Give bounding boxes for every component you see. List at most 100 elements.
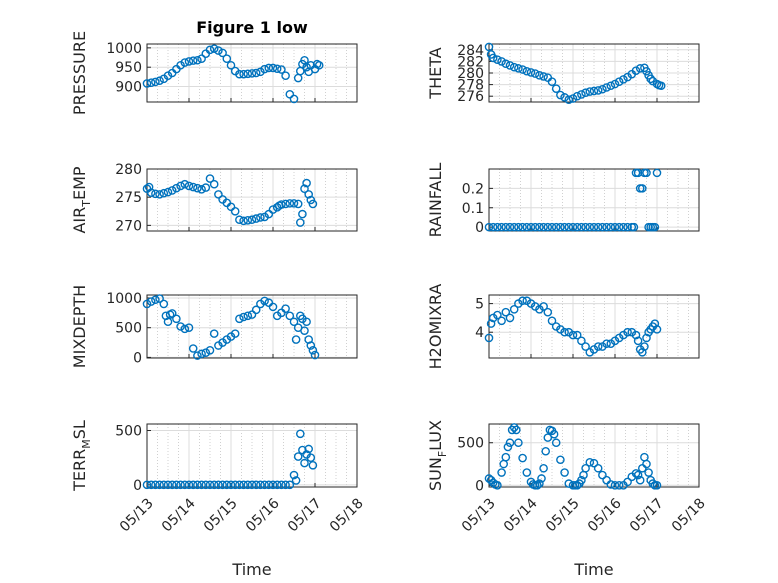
- data-point: [201, 480, 211, 490]
- data-point: [277, 200, 286, 209]
- data-point: [197, 349, 206, 359]
- data-point: [514, 438, 523, 448]
- data-point: [598, 84, 607, 94]
- data-point: [648, 479, 658, 488]
- data-point: [509, 62, 519, 72]
- data-point: [518, 222, 527, 232]
- data-point: [650, 319, 660, 328]
- data-point: [291, 335, 301, 344]
- data-point: [256, 480, 265, 490]
- data-point: [209, 179, 219, 189]
- data-point: [239, 312, 248, 322]
- y-tick-label: 1000: [106, 41, 142, 57]
- data-point: [251, 480, 261, 490]
- data-point: [285, 89, 295, 99]
- data-point: [484, 222, 494, 232]
- data-point: [606, 81, 616, 91]
- y-tick-label: 284: [457, 43, 484, 59]
- data-point: [581, 88, 590, 98]
- data-point: [629, 222, 639, 232]
- data-point: [272, 480, 282, 490]
- data-point: [539, 72, 548, 81]
- data-point: [239, 216, 248, 226]
- data-point: [272, 64, 282, 74]
- axes-frame: [488, 423, 700, 488]
- y-tick-label: 950: [115, 60, 142, 76]
- y-tick-label: 280: [115, 162, 142, 178]
- data-point: [209, 44, 219, 53]
- data-point: [614, 480, 624, 490]
- data-point: [180, 58, 190, 67]
- data-point: [146, 188, 156, 197]
- data-point: [308, 460, 318, 470]
- axes-frame: [146, 168, 358, 232]
- data-point: [314, 60, 324, 70]
- data-point: [163, 480, 173, 490]
- data-point: [142, 299, 152, 309]
- data-point: [509, 222, 519, 232]
- y-tick-label: 5: [475, 297, 484, 313]
- data-point: [167, 309, 177, 318]
- x-tick-label: 05/13: [117, 495, 157, 535]
- subplot-4: 0 0.1 0.2 RAINFALL: [426, 163, 700, 237]
- data-point: [602, 339, 611, 348]
- data-point: [304, 444, 314, 454]
- data-point: [505, 222, 515, 232]
- data-point: [551, 84, 561, 93]
- data-point: [589, 222, 599, 232]
- y-axis-label: TERRMSL: [70, 420, 93, 492]
- data-point: [201, 348, 211, 357]
- data-point: [551, 438, 561, 448]
- data-point: [293, 452, 303, 461]
- data-point: [159, 299, 169, 309]
- data-point: [497, 316, 506, 326]
- data-point: [176, 480, 185, 490]
- data-point: [501, 452, 511, 462]
- x-tick-label: 05/17: [627, 495, 667, 535]
- data-point: [533, 480, 542, 490]
- data-point: [277, 65, 286, 74]
- data-point: [142, 79, 152, 88]
- data-point: [522, 222, 532, 232]
- data-point: [598, 222, 607, 232]
- data-point: [652, 168, 662, 178]
- data-point: [535, 222, 544, 232]
- data-point: [243, 69, 253, 79]
- data-point: [589, 458, 599, 468]
- data-point: [188, 56, 198, 65]
- data-point: [193, 480, 202, 490]
- data-point: [268, 63, 278, 73]
- data-point: [214, 190, 223, 199]
- x-tick-label: 05/13: [459, 495, 499, 535]
- data-point: [281, 304, 290, 313]
- data-point: [638, 184, 647, 193]
- data-point: [619, 75, 628, 84]
- data-point: [214, 46, 223, 55]
- data-point: [539, 222, 548, 232]
- data-point: [526, 68, 536, 77]
- data-point: [642, 333, 651, 343]
- data-point: [289, 94, 299, 104]
- data-point: [230, 480, 240, 490]
- data-point: [151, 189, 160, 199]
- x-axis-label-right: Time: [573, 560, 613, 579]
- data-point: [155, 480, 164, 490]
- data-point: [298, 209, 307, 219]
- subplot-5: 0 500 1000 MIXDEPTH: [70, 285, 358, 368]
- y-axis-label: SUNFLUX: [426, 420, 449, 491]
- y-tick-label: 900: [115, 80, 142, 96]
- y-tick-label: 0.1: [462, 201, 484, 217]
- data-point: [543, 433, 553, 442]
- y-tick-label: 0: [133, 478, 142, 494]
- data-point: [652, 480, 662, 490]
- y-tick-label: 4: [475, 325, 484, 341]
- data-point: [247, 480, 257, 490]
- data-point: [568, 222, 578, 232]
- x-tick-label: 05/18: [327, 495, 367, 535]
- axes-background: [489, 424, 699, 487]
- data-point: [484, 333, 494, 343]
- data-point: [306, 453, 316, 462]
- data-point: [289, 470, 299, 480]
- data-point: [602, 222, 611, 232]
